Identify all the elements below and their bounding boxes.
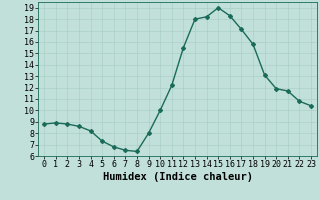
X-axis label: Humidex (Indice chaleur): Humidex (Indice chaleur) (103, 172, 252, 182)
